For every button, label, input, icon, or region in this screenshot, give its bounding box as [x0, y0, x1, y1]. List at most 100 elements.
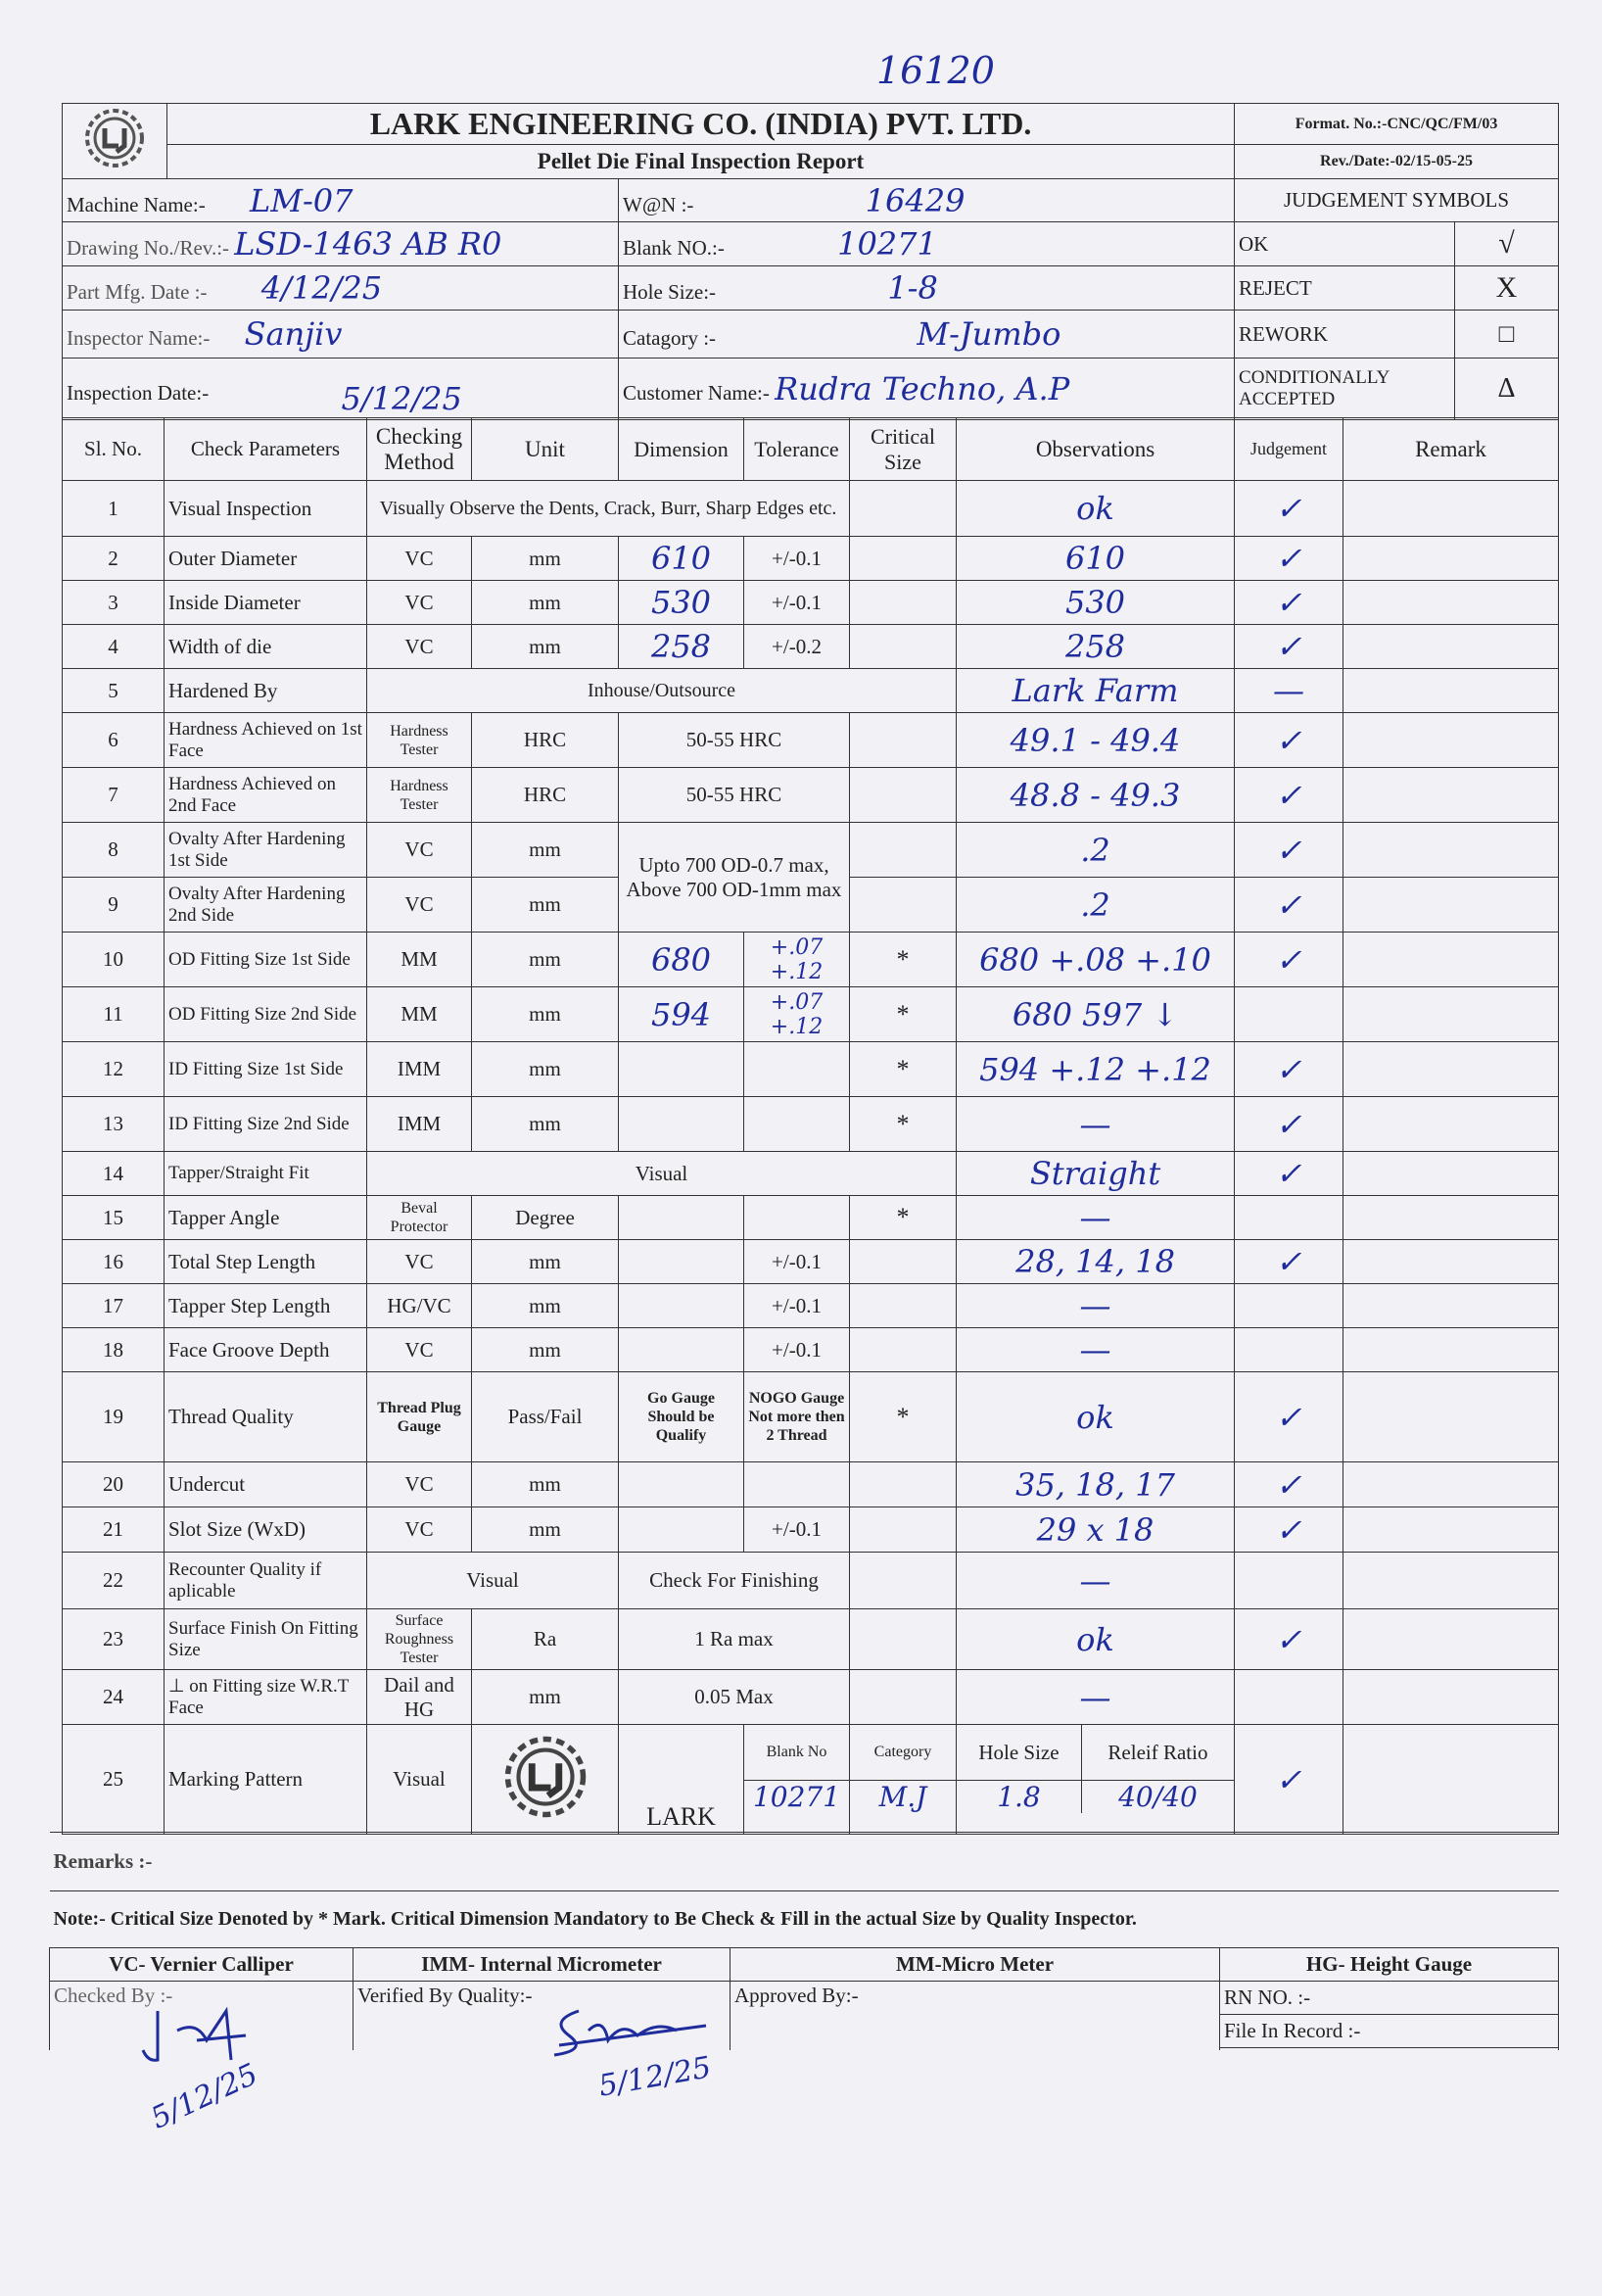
cell-judgement: ✓ — [1234, 932, 1343, 987]
cell-remark — [1343, 877, 1559, 933]
marking-logo — [471, 1724, 619, 1835]
legend-imm: IMM- Internal Micrometer — [353, 1947, 730, 1982]
cell-remark — [1343, 1669, 1559, 1725]
cell-method: Beval Protector — [366, 1195, 472, 1240]
cell-no: 24 — [62, 1669, 165, 1725]
cell-no: 17 — [62, 1283, 165, 1328]
rn-no-field: RN NO. :- — [1220, 1982, 1559, 2015]
top-handwritten-number: 16120 — [876, 49, 995, 92]
cell-unit: Degree — [471, 1195, 619, 1240]
cell-observation: 48.8 - 49.3 — [956, 767, 1235, 823]
cell-remark — [1343, 932, 1559, 987]
table-row: 5 Hardened By Inhouse/Outsource Lark Farm — — [62, 668, 1559, 713]
cell-critical: * — [849, 1195, 957, 1240]
cell-remark — [1343, 1283, 1559, 1328]
cell-no: 14 — [62, 1151, 165, 1196]
cell-no: 20 — [62, 1461, 165, 1507]
cell-method: Hardness Tester — [366, 712, 472, 768]
cell-unit: HRC — [471, 712, 619, 768]
cell-method: VC — [366, 580, 472, 625]
cell-judgement: ✓ — [1234, 1461, 1343, 1507]
cell-no: 23 — [62, 1608, 165, 1670]
cell-judgement: ✓ — [1234, 1151, 1343, 1196]
cell-tolerance: +/-0.1 — [743, 1283, 850, 1328]
cell-remark — [1343, 986, 1559, 1042]
cell-dimension — [618, 1327, 744, 1372]
cell-observation: 29 x 18 — [956, 1507, 1235, 1553]
cell-method: Visual — [366, 1151, 957, 1196]
cell-param: Face Groove Depth — [164, 1327, 367, 1372]
cell-judgement: ✓ — [1234, 822, 1343, 878]
cell-judgement: ✓ — [1234, 536, 1343, 581]
cell-observation: — — [956, 1669, 1235, 1725]
cell-judgement: — — [1234, 668, 1343, 713]
reject-symbol-icon: X — [1454, 265, 1560, 311]
table-row: 25 Marking Pattern Visual LARK Blank No 1… — [62, 1724, 1559, 1835]
col-header-sl-no: Sl. No. — [62, 417, 165, 481]
col-header-critical-size: Critical Size — [849, 417, 957, 481]
cell-unit: mm — [471, 580, 619, 625]
col-header-checking-method: Checking Method — [366, 417, 472, 481]
hole-size-field: Hole Size:- 1-8 — [617, 265, 1236, 311]
inspection-table: Sl. No. Check Parameters Checking Method… — [62, 417, 1559, 1835]
cell-param: ID Fitting Size 1st Side — [164, 1041, 367, 1097]
col-header-judgement: Judgement — [1234, 417, 1343, 481]
cell-observation: 35, 18, 17 — [956, 1461, 1235, 1507]
cell-method: VC — [366, 822, 472, 878]
cell-judgement: ✓ — [1234, 1724, 1343, 1835]
cell-dimension: Go Gauge Should be Qualify — [618, 1371, 744, 1462]
col-header-unit: Unit — [471, 417, 619, 481]
cell-no: 22 — [62, 1552, 165, 1609]
cell-dimension: 258 — [618, 624, 744, 669]
cell-judgement — [1234, 1552, 1343, 1609]
cell-critical — [849, 1239, 957, 1284]
report-header: LARK ENGINEERING CO. (INDIA) PVT. LTD. F… — [62, 103, 1560, 420]
cell-critical — [849, 1608, 957, 1670]
approved-by-field: Approved By:- — [730, 1981, 1220, 2050]
cell-remark — [1343, 767, 1559, 823]
cell-remark — [1343, 668, 1559, 713]
cell-judgement: ✓ — [1234, 624, 1343, 669]
cell-no: 2 — [62, 536, 165, 581]
cell-no: 1 — [62, 480, 165, 537]
cell-observation: 258 — [956, 624, 1235, 669]
legend-mm: MM-Micro Meter — [730, 1947, 1220, 1982]
legend-vc: VC- Vernier Calliper — [49, 1947, 353, 1982]
cell-method: Thread Plug Gauge — [366, 1371, 472, 1462]
cell-critical: * — [849, 1041, 957, 1097]
cell-method: VC — [366, 1239, 472, 1284]
cell-no: 3 — [62, 580, 165, 625]
cell-param: Visual Inspection — [164, 480, 367, 537]
cell-param: Slot Size (WxD) — [164, 1507, 367, 1553]
cell-dimension: 0.05 Max — [618, 1669, 850, 1725]
col-header-check-parameters: Check Parameters — [164, 417, 367, 481]
cell-unit: mm — [471, 1283, 619, 1328]
cell-unit: mm — [471, 986, 619, 1042]
cell-remark — [1343, 480, 1559, 537]
column-header-row: Sl. No. Check Parameters Checking Method… — [62, 417, 1559, 481]
cell-no: 4 — [62, 624, 165, 669]
cell-unit: mm — [471, 822, 619, 878]
cell-critical: * — [849, 1096, 957, 1152]
cell-observation: 680 +.08 +.10 — [956, 932, 1235, 987]
cell-critical — [849, 712, 957, 768]
judgement-symbols-title: JUDGEMENT SYMBOLS — [1234, 178, 1560, 222]
cell-critical — [849, 822, 957, 878]
cell-no: 9 — [62, 877, 165, 933]
cell-judgement — [1234, 1283, 1343, 1328]
cell-param: Hardened By — [164, 668, 367, 713]
cell-no: 12 — [62, 1041, 165, 1097]
cell-critical — [849, 480, 957, 537]
cell-method: VC — [366, 1507, 472, 1553]
cell-method: IMM — [366, 1096, 472, 1152]
cell-method: IMM — [366, 1041, 472, 1097]
marking-category: Category M.J — [849, 1724, 957, 1835]
cell-observation: 28, 14, 18 — [956, 1239, 1235, 1284]
table-row: 19 Thread Quality Thread Plug Gauge Pass/Fa… — [62, 1371, 1559, 1462]
cell-remark — [1343, 822, 1559, 878]
format-no: Format. No.:-CNC/QC/FM/03 — [1234, 103, 1560, 145]
cell-unit: mm — [471, 932, 619, 987]
cell-judgement: ✓ — [1234, 712, 1343, 768]
cell-method: Surface Roughness Tester — [366, 1608, 472, 1670]
drawing-no-field: Drawing No./Rev.:- LSD-1463 AB R0 — [62, 221, 619, 266]
